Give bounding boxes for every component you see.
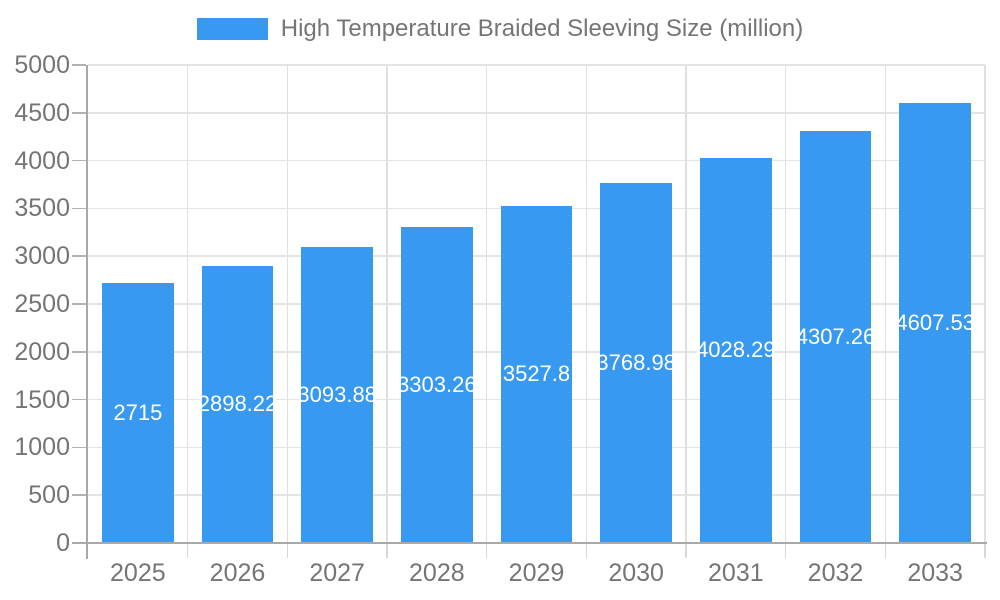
gridline-h xyxy=(88,64,985,66)
x-tick xyxy=(884,544,887,558)
x-tick-label: 2027 xyxy=(309,559,365,587)
y-tick xyxy=(72,303,86,305)
x-tick xyxy=(784,544,787,558)
gridline-v xyxy=(884,65,887,543)
y-tick-label: 1000 xyxy=(14,433,70,462)
y-tick xyxy=(72,159,86,162)
gridline-v xyxy=(485,65,488,543)
x-tick-label: 2028 xyxy=(409,559,465,587)
x-tick xyxy=(386,544,388,558)
gridline-v xyxy=(585,65,588,543)
legend-swatch[interactable] xyxy=(196,18,268,40)
plot-area: 2715 2898.22 3093.88 3303.26 3527.8 3768.98 40… xyxy=(88,64,986,543)
gridline-v xyxy=(984,65,986,543)
y-tick xyxy=(72,112,86,114)
y-tick-label: 5000 xyxy=(14,51,70,79)
y-tick xyxy=(72,494,86,496)
y-tick-label: 3000 xyxy=(14,242,70,271)
y-tick-label: 4000 xyxy=(14,146,70,175)
gridline-h xyxy=(88,112,985,114)
x-tick xyxy=(984,544,986,558)
y-tick xyxy=(72,255,86,257)
x-tick-label: 2033 xyxy=(907,559,963,587)
x-tick xyxy=(286,544,289,558)
y-tick-label: 500 xyxy=(28,481,70,510)
y-tick-label: 0 xyxy=(56,529,70,557)
bar-2027[interactable] xyxy=(301,247,374,543)
bar-2031[interactable] xyxy=(699,157,772,543)
x-tick xyxy=(186,544,189,558)
gridline-v xyxy=(685,65,687,543)
gridline-v xyxy=(386,65,388,543)
x-tick-label: 2025 xyxy=(110,559,166,587)
y-axis-line xyxy=(86,65,88,559)
bar-2033[interactable] xyxy=(899,102,972,543)
bar-2032[interactable] xyxy=(799,131,872,543)
x-tick xyxy=(485,544,488,558)
x-tick-label: 2026 xyxy=(209,559,266,587)
x-tick-label: 2032 xyxy=(807,559,864,587)
bar-2025[interactable] xyxy=(101,283,174,543)
chart-legend[interactable]: High Temperature Braided Sleeving Size (… xyxy=(0,15,1000,43)
y-tick xyxy=(72,64,86,66)
y-tick xyxy=(72,398,86,401)
x-axis-line xyxy=(72,542,987,544)
y-tick-label: 2000 xyxy=(14,337,70,366)
gridline-v xyxy=(784,65,787,543)
y-tick-label: 3500 xyxy=(14,194,70,223)
bar-2030[interactable] xyxy=(600,182,673,543)
gridline-v xyxy=(286,65,289,543)
x-tick xyxy=(685,544,687,558)
y-tick-label: 1500 xyxy=(14,385,70,414)
gridline-v xyxy=(186,65,189,543)
y-tick xyxy=(72,446,86,449)
x-tick-label: 2031 xyxy=(708,559,764,587)
legend-label[interactable]: High Temperature Braided Sleeving Size (… xyxy=(280,15,804,42)
x-tick-label: 2029 xyxy=(508,559,565,587)
bar-2028[interactable] xyxy=(400,227,473,543)
y-tick-label: 4500 xyxy=(14,98,70,127)
x-tick-label: 2030 xyxy=(608,559,664,587)
y-tick xyxy=(72,351,86,353)
x-tick xyxy=(585,544,588,558)
gridline-h xyxy=(88,159,985,162)
y-tick-label: 2500 xyxy=(14,290,70,318)
bar-2026[interactable] xyxy=(201,265,274,543)
bar-2029[interactable] xyxy=(500,205,573,543)
y-tick xyxy=(72,207,86,210)
